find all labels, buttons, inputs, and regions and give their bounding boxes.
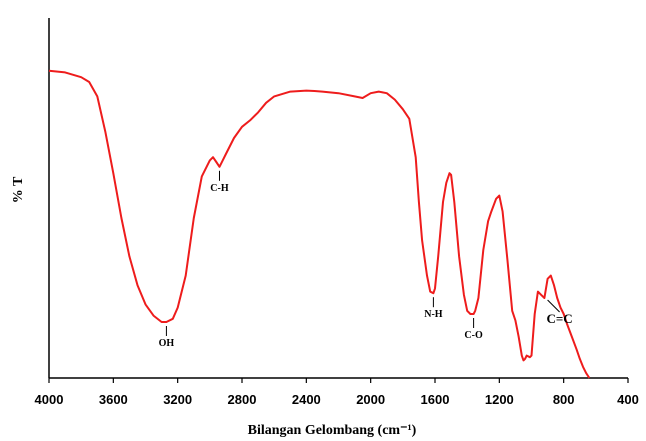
x-tick-label: 2800 [228,392,257,407]
y-axis-title: % T [11,176,26,203]
annotation-label: C=C [546,311,572,326]
annotation-leader [547,299,560,313]
x-axis-title: Bilangan Gelombang (cm⁻¹) [248,423,417,438]
x-tick-label: 4000 [35,392,64,407]
annotation-label: OH [159,338,175,349]
annotation-label: N-H [424,309,443,320]
x-tick-label: 400 [617,392,639,407]
x-tick-label: 1200 [485,392,514,407]
annotation-cc: C=C [546,299,573,326]
x-ticks: 4000 3600 3200 2800 2400 2000 1600 1200 800 400 [35,378,639,407]
annotation-label: C-H [210,183,229,194]
x-tick-label: 1600 [421,392,450,407]
x-tick-label: 3600 [99,392,128,407]
annotation-oh: OH [159,326,175,349]
x-tick-label: 800 [553,392,575,407]
x-tick-label: 2400 [292,392,321,407]
x-tick-label: 2000 [356,392,385,407]
spectrum-line [48,69,591,379]
annotation-nh: N-H [424,297,443,320]
annotation-co: C-O [464,318,483,341]
plot-area: 4000 3600 3200 2800 2400 2000 1600 1200 800 400 O… [35,18,639,407]
annotation-label: C-O [464,330,483,341]
annotation-ch: C-H [210,170,229,194]
annotations: OH C-H N-H C-O C=C [159,170,573,349]
x-tick-label: 3200 [163,392,192,407]
